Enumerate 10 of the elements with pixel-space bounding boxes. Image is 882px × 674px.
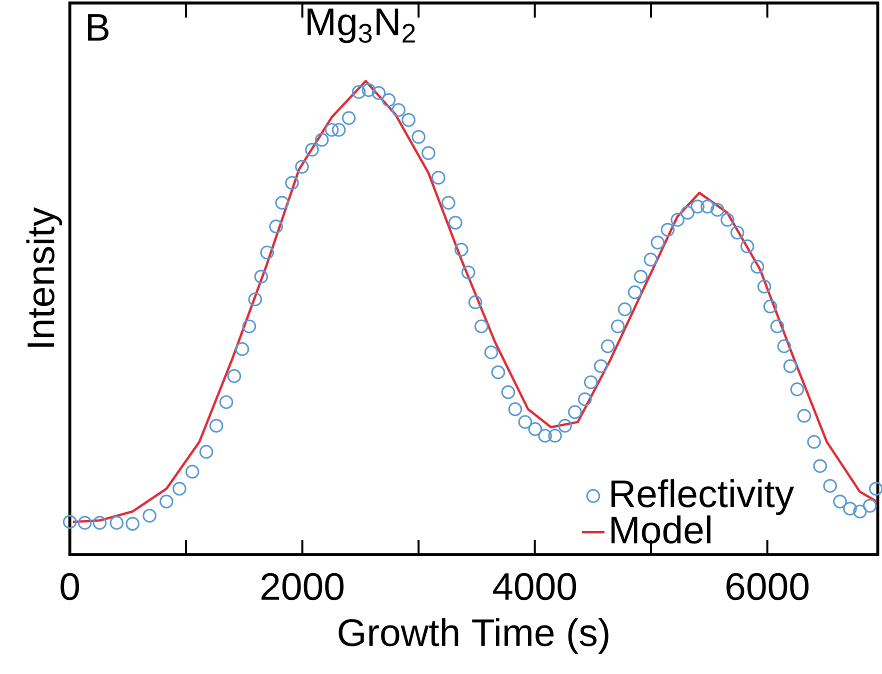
x-tick-label: 4000: [492, 572, 576, 600]
y-axis-title: Intensity: [26, 207, 62, 347]
x-axis-title: Growth Time (s): [338, 618, 608, 654]
text: Mg$_{3}$N$_{2}$: [308, 8, 415, 43]
x-tick-label: 2000: [262, 572, 344, 600]
legend-label: Model: [612, 515, 710, 544]
x-tick-label: 0: [60, 572, 79, 600]
text: B: [88, 14, 108, 40]
legend-label: Reflectivity: [612, 479, 794, 515]
x-tick-label: 6000: [726, 572, 809, 600]
